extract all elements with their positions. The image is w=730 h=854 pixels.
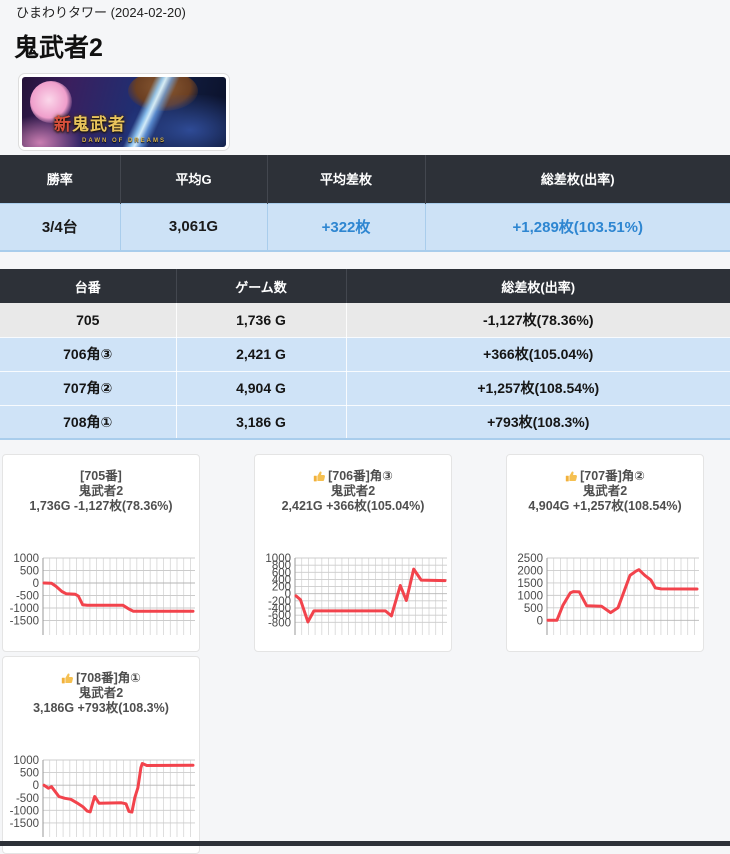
svg-text:200: 200: [272, 582, 291, 594]
machine-header-games: ゲーム数: [176, 269, 347, 303]
summary-header-avg-diff: 平均差枚: [267, 155, 426, 203]
chart-stats-line: 2,421G +366枚(105.04%): [281, 499, 425, 513]
machine-chart-card: [707番]角② 鬼武者2 4,904G +1,257枚(108.54%) 25…: [506, 454, 704, 652]
machine-table-row: 708角① 3,186 G +793枚(108.3%): [0, 405, 730, 440]
games-count-cell: 3,186 G: [176, 405, 347, 440]
svg-text:1000: 1000: [265, 553, 291, 565]
chart-title: [708番]角① 鬼武者2 3,186G +793枚(108.3%): [3, 671, 199, 716]
svg-text:500: 500: [524, 603, 543, 615]
chart-game-name: 鬼武者2: [330, 484, 376, 498]
chart-game-name: 鬼武者2: [582, 484, 628, 498]
svg-text:-200: -200: [268, 596, 291, 608]
svg-text:-1500: -1500: [10, 818, 39, 830]
svg-text:0: 0: [285, 589, 291, 601]
total-diff-cell: +793枚(108.3%): [346, 405, 730, 440]
svg-text:2000: 2000: [517, 565, 543, 577]
svg-text:-1000: -1000: [10, 603, 39, 615]
banner-sword-art: [74, 77, 224, 147]
svg-text:0: 0: [537, 615, 543, 627]
machine-chart-card: [708番]角① 鬼武者2 3,186G +793枚(108.3%) 1000 5…: [2, 656, 200, 854]
total-diff-cell: +366枚(105.04%): [346, 337, 730, 372]
chart-machine-label: [707番]角②: [580, 469, 645, 483]
machine-table-row: 707角② 4,904 G +1,257枚(108.54%): [0, 371, 730, 406]
machine-number-cell: 706角③: [0, 337, 177, 372]
venue-date-line: ひまわりタワー (2024-02-20): [16, 5, 186, 20]
machine-table: 台番 ゲーム数 総差枚(出率) 705 1,736 G -1,127枚(78.3…: [0, 269, 730, 440]
game-banner-art: 新鬼武者 DAWN OF DREAMS: [22, 77, 226, 147]
games-count-cell: 2,421 G: [176, 337, 347, 372]
machine-header-diff: 総差枚(出率): [346, 269, 730, 303]
page-title: 鬼武者2: [14, 34, 103, 62]
machine-number-cell: 707角②: [0, 371, 177, 406]
machine-header-dai: 台番: [0, 269, 177, 303]
chart-stats-line: 4,904G +1,257枚(108.54%): [528, 499, 682, 513]
svg-text:-500: -500: [16, 591, 39, 603]
svg-text:2500: 2500: [517, 553, 543, 565]
svg-text:-800: -800: [268, 617, 291, 629]
summary-table: 勝率 平均G 平均差枚 総差枚(出率) 3/4台 3,061G +322枚 +1…: [0, 155, 730, 252]
svg-text:-1000: -1000: [10, 805, 39, 817]
total-diff-cell: +1,257枚(108.54%): [346, 371, 730, 406]
svg-text:0: 0: [33, 578, 39, 590]
summary-avg-diff-value: +322枚: [267, 202, 426, 252]
svg-text:800: 800: [272, 560, 291, 572]
machine-table-row: 705 1,736 G -1,127枚(78.36%): [0, 303, 730, 338]
svg-text:1000: 1000: [13, 553, 39, 565]
machine-chart-card: [705番] 鬼武者2 1,736G -1,127枚(78.36%) 1000 5…: [2, 454, 200, 652]
games-count-cell: 4,904 G: [176, 371, 347, 406]
summary-header-winrate: 勝率: [0, 155, 121, 203]
svg-text:0: 0: [33, 780, 39, 792]
slump-graphs-section: [705番] 鬼武者2 1,736G -1,127枚(78.36%) 1000 5…: [2, 454, 728, 854]
svg-text:-600: -600: [268, 610, 291, 622]
chart-stats-line: 1,736G -1,127枚(78.36%): [29, 499, 173, 513]
summary-row: 3/4台 3,061G +322枚 +1,289枚(103.51%): [0, 202, 730, 252]
svg-text:500: 500: [20, 566, 39, 578]
svg-text:1500: 1500: [517, 578, 543, 590]
machine-chart-card: [706番]角③ 鬼武者2 2,421G +366枚(105.04%) 1000…: [254, 454, 452, 652]
svg-text:600: 600: [272, 567, 291, 579]
machine-table-row: 706角③ 2,421 G +366枚(105.04%): [0, 337, 730, 372]
machine-number-cell: 705: [0, 303, 177, 338]
thumbs-up-icon: [313, 471, 326, 482]
svg-text:-500: -500: [16, 793, 39, 805]
chart-machine-label: [706番]角③: [328, 469, 393, 483]
banner-logo-text: 新鬼武者: [54, 115, 126, 134]
machine-number-cell: 708角①: [0, 405, 177, 440]
games-count-cell: 1,736 G: [176, 303, 347, 338]
total-diff-cell: -1,127枚(78.36%): [346, 303, 730, 338]
summary-total-diff-value: +1,289枚(103.51%): [425, 202, 730, 252]
svg-text:500: 500: [20, 768, 39, 780]
chart-title: [707番]角② 鬼武者2 4,904G +1,257枚(108.54%): [507, 469, 703, 514]
chart-title: [705番] 鬼武者2 1,736G -1,127枚(78.36%): [3, 469, 199, 514]
chart-machine-label: [708番]角①: [76, 671, 141, 685]
chart-game-name: 鬼武者2: [78, 686, 124, 700]
thumbs-up-icon: [565, 471, 578, 482]
summary-winrate-value: 3/4台: [0, 202, 121, 252]
chart-stats-line: 3,186G +793枚(108.3%): [33, 701, 169, 715]
summary-header-avg-g: 平均G: [120, 155, 268, 203]
svg-text:1000: 1000: [517, 590, 543, 602]
summary-avg-g-value: 3,061G: [120, 202, 268, 252]
thumbs-up-icon: [61, 673, 74, 684]
summary-header-total-diff: 総差枚(出率): [425, 155, 730, 203]
chart-machine-label: [705番]: [80, 469, 122, 483]
chart-game-name: 鬼武者2: [78, 484, 124, 498]
svg-text:400: 400: [272, 574, 291, 586]
svg-text:-1500: -1500: [10, 616, 39, 628]
chart-title: [706番]角③ 鬼武者2 2,421G +366枚(105.04%): [255, 469, 451, 514]
svg-text:-400: -400: [268, 603, 291, 615]
game-banner-link[interactable]: 新鬼武者 DAWN OF DREAMS: [18, 73, 230, 151]
banner-blossom-art: [22, 115, 82, 147]
svg-text:1000: 1000: [13, 755, 39, 767]
banner-logo-subtext: DAWN OF DREAMS: [82, 138, 166, 144]
